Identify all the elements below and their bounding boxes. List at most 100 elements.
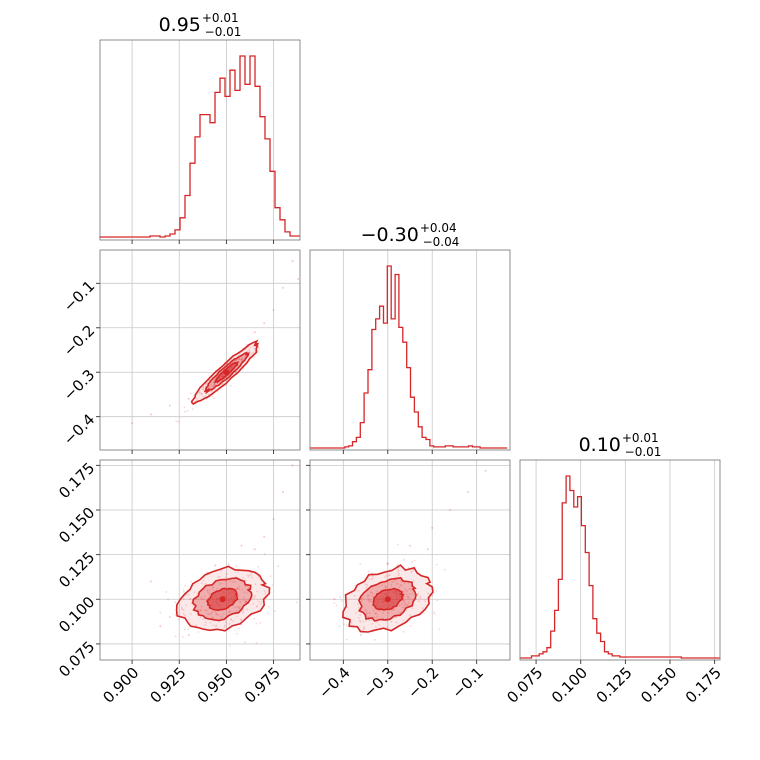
scatter-point [223,626,226,629]
scatter-point [419,595,421,598]
xtick-label: −0.1 [449,664,487,702]
scatter-point [215,612,218,615]
scatter-point [412,580,415,582]
scatter-point [433,613,436,616]
scatter-point [384,585,387,588]
scatter-point [184,585,187,587]
scatter-point [429,597,431,600]
scatter-point [167,598,170,601]
scatter-point [357,617,360,619]
scatter-point [409,625,412,627]
scatter-point [237,606,240,609]
scatter-point [253,596,256,599]
panel-frame [99,39,301,241]
scatter-point [382,617,384,620]
scatter-point [333,598,336,601]
scatter-point [416,594,419,596]
scatter-point [406,590,408,593]
scatter-point [235,359,238,361]
scatter-point [200,605,203,608]
scatter-point [251,576,253,579]
scatter-point [253,618,256,620]
scatter-point [408,593,411,596]
axis-ticks [96,240,716,664]
scatter-point [195,397,198,400]
scatter-point [229,645,232,647]
scatter-point [338,625,341,627]
scatter-point [199,616,202,619]
xtick-label: 0.125 [593,664,636,707]
scatter-point [362,620,365,623]
scatter-point [340,600,343,602]
xtick-label: 0.975 [241,664,284,707]
scatter-point [382,612,384,614]
scatter-point [174,613,177,616]
scatter-point [333,602,336,605]
scatter-point [398,585,401,588]
scatter-point [204,582,207,585]
scatter-point [339,596,341,598]
scatter-point [402,619,405,622]
scatter-point [198,391,201,394]
scatter-point [282,491,284,494]
scatter-param2-param3-contours [342,564,434,633]
panel-frame [99,249,301,451]
scatter-point [271,584,274,587]
scatter-point [366,593,369,596]
scatter-point [268,605,270,608]
contour-peak [384,596,391,603]
panel-frame [309,459,511,661]
scatter-point [421,607,424,609]
scatter-point [388,574,390,577]
ytick-label: 0.175 [55,459,98,502]
scatter-point [263,535,266,538]
scatter-point [182,591,185,593]
ytick-label: −0.4 [60,410,98,448]
scatter-point [269,575,272,578]
scatter-point [431,594,434,597]
scatter-point [187,628,190,630]
scatter-point [206,590,209,593]
scatter-point [354,584,356,587]
scatter-point [435,563,438,566]
scatter-point [236,632,238,635]
scatter-point [190,602,193,605]
scatter-point [396,582,399,585]
scatter-point [240,358,243,361]
scatter-point [159,625,162,628]
scatter-point [247,587,250,590]
scatter-point [378,624,381,626]
scatter-point [372,575,374,577]
scatter-point [417,600,420,603]
scatter-point [189,597,192,600]
scatter-point [174,601,177,604]
ytick-label: 0.150 [55,504,98,547]
scatter-point [204,624,207,626]
scatter-point [244,579,247,582]
scatter-point [204,621,207,624]
scatter-point [386,626,389,629]
scatter-point [238,600,241,603]
scatter-point [379,609,382,612]
scatter-point [195,624,197,627]
scatter-point [390,585,393,588]
scatter-point [357,589,360,592]
scatter-point [216,613,218,615]
histogram-param1 [99,55,300,238]
scatter-point [406,595,409,598]
scatter-point [410,570,413,573]
scatter-point [220,569,222,572]
scatter-point [386,562,389,565]
scatter-point [395,583,398,585]
scatter-point [359,614,362,616]
scatter-point [220,615,223,618]
scatter-point [236,571,239,574]
scatter-point [373,616,376,618]
scatter-point [187,593,190,596]
scatter-point [228,622,231,625]
scatter-point [255,642,258,645]
scatter-point [257,576,260,578]
scatter-point [183,410,186,413]
scatter-point [368,598,371,600]
scatter-point [365,619,367,622]
